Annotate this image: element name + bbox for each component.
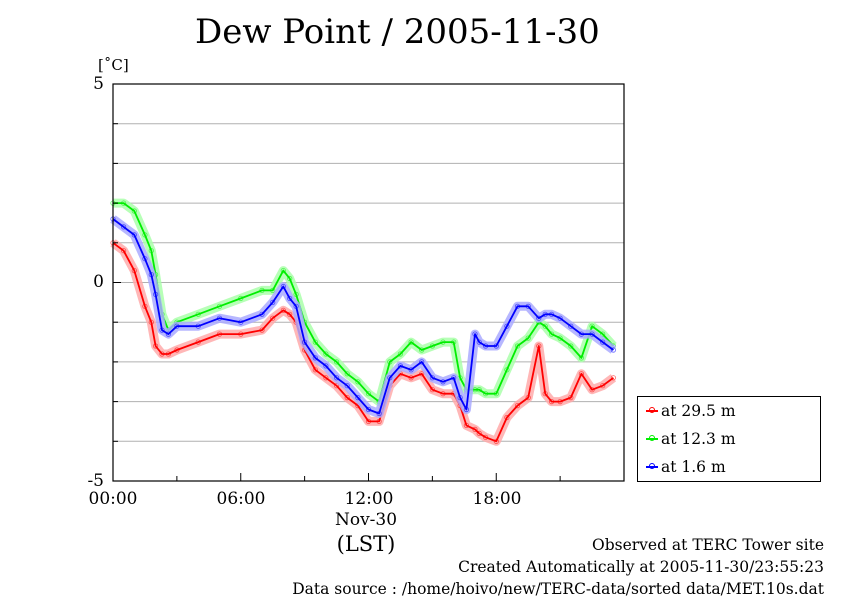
x-axis-label: (LST) [336, 532, 396, 556]
data-point [542, 323, 548, 329]
data-point [472, 426, 478, 432]
legend-item: at 1.6 m [646, 457, 726, 477]
data-point [323, 375, 329, 381]
x-tick-label: 12:00 [344, 489, 394, 509]
chart-title: Dew Point / 2005-11-30 [195, 12, 600, 52]
data-point [536, 315, 542, 321]
data-point [548, 331, 555, 337]
y-tick-label: -5 [87, 471, 104, 491]
data-point [557, 315, 563, 321]
data-point [287, 311, 293, 317]
legend-label: at 29.5 m [661, 402, 736, 420]
data-point [270, 315, 276, 321]
data-point [397, 351, 403, 357]
data-point [312, 367, 318, 373]
legend-swatch-red [646, 407, 658, 413]
legend-swatch-blue [646, 463, 658, 469]
data-point [600, 339, 606, 345]
data-point [344, 383, 350, 389]
data-point [333, 383, 340, 389]
data-point [280, 283, 286, 290]
data-point [514, 402, 521, 409]
series-line [112, 218, 614, 415]
footer-site: Observed at TERC Tower site [591, 536, 824, 554]
data-point [557, 335, 563, 341]
data-point [121, 224, 127, 230]
legend-label: at 12.3 m [661, 430, 736, 448]
y-tick-label: 0 [93, 272, 104, 292]
data-point [476, 339, 482, 345]
data-point [568, 323, 574, 329]
data-point [408, 339, 414, 345]
legend-item: at 29.5 m [646, 401, 736, 421]
series-group [110, 239, 617, 446]
data-point [525, 335, 531, 341]
data-point [280, 307, 286, 313]
legend-swatch-green [646, 435, 658, 441]
series-layer [110, 198, 617, 446]
data-point [287, 295, 293, 301]
data-point [121, 248, 127, 254]
legend-label: at 1.6 m [661, 458, 726, 476]
data-point [323, 351, 329, 357]
x-tick-label: 18:00 [472, 489, 522, 509]
data-point [323, 363, 329, 369]
x-date-label: Nov-30 [334, 510, 398, 530]
data-point [344, 371, 350, 377]
data-point [344, 394, 350, 401]
data-point [355, 394, 361, 401]
data-point [355, 379, 361, 385]
data-point [165, 331, 171, 337]
data-point [610, 375, 617, 381]
data-point [280, 267, 286, 274]
data-point [419, 359, 425, 365]
data-point [333, 375, 340, 381]
footer-created: Created Automatically at 2005-11-30/23:5… [458, 558, 824, 576]
data-point [365, 391, 372, 397]
data-point [333, 359, 340, 365]
data-point [312, 339, 318, 345]
series-group [110, 215, 617, 418]
data-point [312, 355, 318, 361]
y-unit-label: [˚C] [98, 56, 129, 74]
axis-ticks [112, 83, 625, 482]
x-tick-label: 00:00 [88, 489, 138, 509]
footer-source: Data source : /home/hoivo/new/TERC-data/… [292, 580, 824, 598]
legend: at 29.5 m at 12.3 m at 1.6 m [637, 396, 821, 482]
data-point [600, 331, 606, 337]
series-scatter-band [110, 239, 617, 446]
data-point [270, 299, 276, 305]
data-point [504, 323, 510, 329]
legend-item: at 12.3 m [646, 429, 736, 449]
data-point [568, 343, 574, 349]
y-tick-label: 5 [93, 74, 104, 94]
x-tick-label: 06:00 [216, 489, 266, 509]
data-point [610, 347, 617, 353]
data-point [476, 430, 482, 436]
